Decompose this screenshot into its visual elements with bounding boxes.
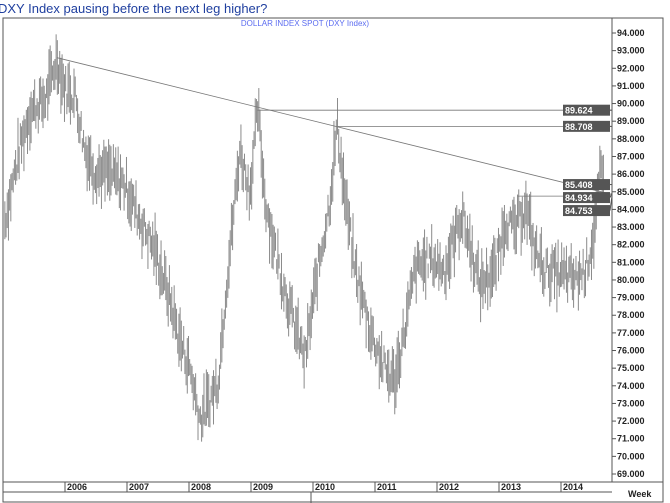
- x-tick-label: 2012: [439, 482, 459, 492]
- y-tick-label: 81.000: [617, 257, 645, 267]
- y-tick-label: 92.000: [617, 63, 645, 73]
- y-tick-label: 87.000: [617, 151, 645, 161]
- x-tick-label: 2007: [129, 482, 149, 492]
- y-tick-label: 80.000: [617, 275, 645, 285]
- x-axis-label: Week: [628, 489, 652, 499]
- x-tick-label: 2014: [563, 482, 583, 492]
- x-tick-label: 2009: [253, 482, 273, 492]
- chart-frame: [2, 17, 664, 503]
- y-tick-label: 76.000: [617, 346, 645, 356]
- price-label: 88.708: [565, 122, 593, 132]
- x-tick-label: 2013: [501, 482, 521, 492]
- price-label-leader: [609, 196, 613, 211]
- y-tick-label: 69.000: [617, 469, 645, 479]
- y-tick-label: 72.000: [617, 416, 645, 426]
- y-tick-label: 83.000: [617, 222, 645, 232]
- x-tick-label: 2008: [191, 482, 211, 492]
- price-label: 89.624: [565, 106, 593, 116]
- price-label-box: [563, 192, 610, 204]
- y-tick-label: 88.000: [617, 134, 645, 144]
- price-label-leader: [609, 192, 613, 198]
- y-tick-label: 74.000: [617, 381, 645, 391]
- price-label: 84.934: [565, 193, 593, 203]
- y-tick-label: 85.000: [617, 187, 645, 197]
- y-tick-label: 77.000: [617, 328, 645, 338]
- x-tick-label: 2006: [67, 482, 87, 492]
- price-label-box: [563, 179, 610, 191]
- price-label: 85.408: [565, 180, 593, 190]
- y-tick-label: 73.000: [617, 398, 645, 408]
- x-tick-label: 2010: [315, 482, 335, 492]
- chart-subtitle: DOLLAR INDEX SPOT (DXY Index): [241, 19, 370, 28]
- y-tick-label: 93.000: [617, 46, 645, 56]
- y-tick-label: 84.000: [617, 204, 645, 214]
- y-tick-label: 89.000: [617, 116, 645, 126]
- y-tick-label: 79.000: [617, 293, 645, 303]
- page-title: DXY Index pausing before the next leg hi…: [0, 1, 268, 16]
- price-label-box: [563, 120, 610, 132]
- y-tick-label: 90.000: [617, 99, 645, 109]
- y-tick-label: 71.000: [617, 434, 645, 444]
- y-tick-label: 75.000: [617, 363, 645, 373]
- trendline: [56, 57, 613, 195]
- y-tick-label: 94.000: [617, 28, 645, 38]
- y-tick-label: 86.000: [617, 169, 645, 179]
- y-tick-label: 91.000: [617, 81, 645, 91]
- price-label: 84.753: [565, 206, 593, 216]
- price-label-box: [563, 205, 610, 217]
- price-label-box: [563, 104, 610, 116]
- y-tick-label: 70.000: [617, 451, 645, 461]
- y-tick-label: 78.000: [617, 310, 645, 320]
- y-tick-label: 82.000: [617, 240, 645, 250]
- x-tick-label: 2011: [377, 482, 397, 492]
